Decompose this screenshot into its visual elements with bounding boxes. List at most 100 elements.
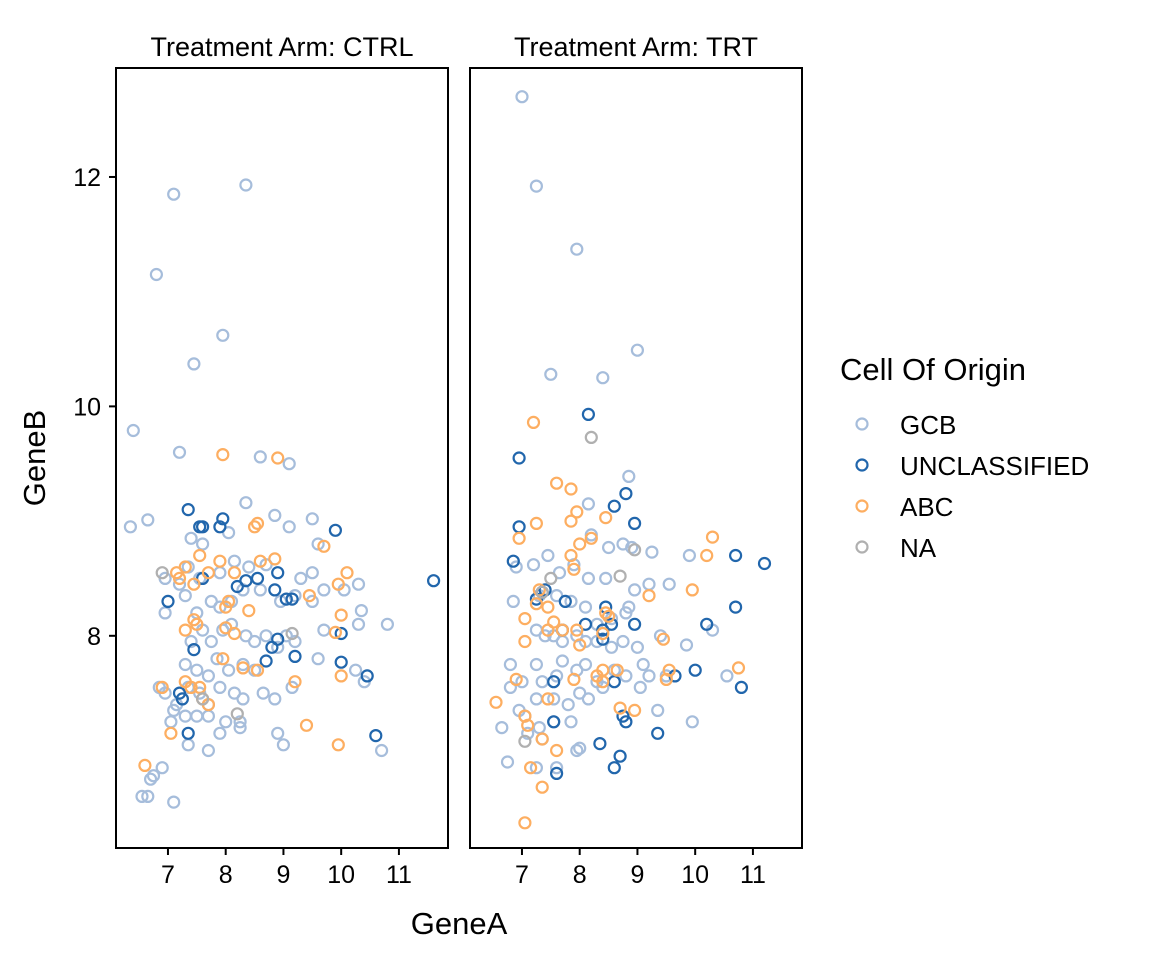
data-point-abc (299, 718, 314, 732)
data-point-abc (535, 780, 549, 794)
y-tick-label: 12 (73, 164, 101, 192)
data-point-abc (610, 663, 624, 677)
data-point-gcb (123, 520, 137, 534)
data-point-gcb (495, 720, 509, 735)
data-point-gcb (190, 709, 204, 723)
data-point-gcb (204, 594, 218, 609)
data-point-unclassified (250, 571, 265, 586)
data-point-gcb (196, 537, 210, 551)
data-point-na (285, 626, 299, 641)
data-point-gcb (601, 540, 616, 555)
data-point-gcb (581, 692, 596, 706)
data-point-unclassified (279, 592, 293, 606)
data-point-abc (529, 597, 544, 611)
data-point-gcb (573, 686, 587, 700)
data-point-abc (138, 758, 152, 773)
data-point-gcb (506, 594, 520, 609)
data-point-gcb (239, 178, 253, 192)
data-point-unclassified (196, 520, 210, 534)
data-point-gcb (581, 571, 596, 586)
data-point-gcb (242, 560, 256, 574)
legend: Cell Of Origin GCB UNCLASSIFIED ABC NA (840, 352, 1089, 563)
data-point-abc (193, 548, 207, 563)
data-point-gcb (317, 623, 331, 637)
data-point-unclassified (181, 503, 195, 517)
data-point-abc (509, 672, 523, 687)
data-point-abc (302, 588, 316, 603)
legend-label-unclassified: UNCLASSIFIED (900, 451, 1089, 481)
data-point-unclassified (607, 761, 621, 775)
points-ctrl (123, 178, 441, 809)
data-point-abc (184, 680, 198, 695)
y-tick-label: 10 (73, 393, 101, 421)
data-point-abc (201, 566, 215, 580)
data-point-unclassified (627, 617, 642, 631)
data-point-abc (512, 531, 526, 545)
data-point-unclassified (547, 675, 561, 689)
data-point-unclassified (651, 726, 665, 740)
legend-key-gcb (855, 417, 869, 431)
data-point-gcb (633, 680, 647, 695)
data-point-gcb (375, 743, 389, 758)
data-point-unclassified (334, 626, 348, 641)
data-point-abc (526, 415, 541, 429)
data-point-abc (685, 583, 699, 597)
data-point-unclassified (538, 583, 552, 597)
data-point-gcb (616, 634, 630, 649)
data-point-unclassified (187, 642, 201, 657)
panel-frame-trt (469, 67, 803, 849)
data-point-abc (564, 514, 578, 528)
data-point-abc (564, 482, 578, 496)
x-tick-label: 10 (681, 861, 709, 889)
data-point-abc (705, 530, 720, 544)
data-point-gcb (201, 669, 215, 683)
data-point-gcb (276, 738, 290, 752)
data-point-na (544, 571, 558, 586)
data-point-gcb (216, 623, 230, 637)
data-point-gcb (190, 606, 204, 620)
data-point-gcb (380, 617, 394, 631)
data-point-gcb (578, 657, 593, 672)
data-point-gcb (349, 663, 363, 677)
data-point-abc (570, 623, 584, 637)
data-point-abc (573, 537, 587, 551)
data-point-gcb (184, 531, 198, 545)
data-point-gcb (351, 617, 366, 631)
data-point-abc (656, 632, 671, 646)
data-point-unclassified (175, 692, 189, 706)
data-point-gcb (642, 577, 656, 591)
legend-label-na: NA (900, 533, 937, 563)
data-point-abc (164, 726, 178, 740)
data-point-gcb (645, 545, 659, 559)
data-point-gcb (521, 726, 535, 740)
data-point-gcb (146, 769, 161, 783)
data-point-gcb (253, 450, 267, 464)
data-point-gcb (500, 755, 515, 769)
data-point-gcb (216, 328, 230, 342)
data-point-gcb (570, 242, 584, 256)
data-point-abc (555, 623, 570, 637)
legend-label-gcb: GCB (900, 410, 956, 440)
data-point-gcb (155, 761, 169, 775)
data-point-unclassified (604, 617, 619, 631)
data-point-gcb (201, 743, 215, 758)
x-tick-label: 7 (515, 861, 529, 889)
data-point-gcb (685, 715, 699, 729)
data-point-gcb (222, 663, 236, 677)
data-point-unclassified (734, 680, 749, 695)
data-point-abc (518, 634, 532, 649)
data-point-abc (170, 566, 184, 580)
panel-ctrl: Treatment Arm: CTRL 7 8 9 10 11 8 10 12 (73, 32, 449, 889)
y-axis: 8 10 12 (73, 164, 116, 651)
data-point-gcb (596, 680, 610, 695)
data-point-unclassified (259, 654, 273, 668)
data-point-unclassified (547, 715, 561, 729)
data-point-unclassified (627, 516, 642, 531)
data-point-abc (613, 701, 627, 715)
data-point-na (627, 543, 642, 557)
data-point-unclassified (334, 655, 348, 669)
points-trt (489, 90, 772, 830)
data-point-gcb (682, 548, 697, 563)
data-point-abc (178, 623, 192, 637)
data-point-gcb (222, 525, 236, 540)
